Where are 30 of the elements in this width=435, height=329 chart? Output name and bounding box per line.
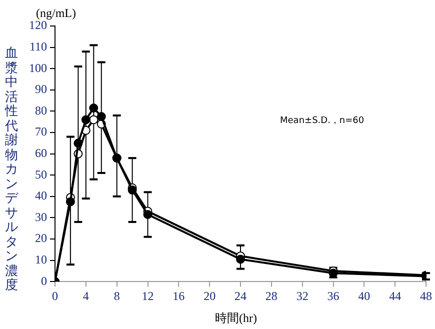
y-tick-label: 90 — [35, 82, 47, 96]
x-tick-label: 32 — [296, 288, 308, 303]
x-tick-label: 16 — [172, 288, 185, 303]
x-tick-label: 24 — [234, 288, 246, 303]
y-tick-label: 80 — [35, 103, 47, 118]
x-tick-label: 12 — [142, 288, 154, 303]
x-tick-label: 36 — [327, 288, 340, 303]
text: 血漿中活性代謝物カンデサルタン濃度 — [5, 45, 18, 292]
y-tick-label: 70 — [35, 124, 47, 139]
y-tick-label: 20 — [35, 231, 47, 246]
x-tick-label: 8 — [114, 288, 120, 303]
text: (ng/mL) — [36, 6, 76, 21]
y-tick-label: 30 — [35, 210, 47, 224]
y-tick-label: 110 — [29, 39, 47, 54]
y-tick-label: 100 — [29, 60, 47, 75]
x-tick-label: 28 — [265, 288, 278, 303]
x-tick-label: 48 — [420, 288, 432, 303]
annotation: Mean±S.D.，n=60 — [280, 115, 364, 127]
x-tick-label: 44 — [389, 288, 402, 303]
y-tick-label: 40 — [35, 188, 47, 203]
x-tick-label: 0 — [52, 288, 58, 303]
y-tick-label: 60 — [35, 146, 47, 160]
y-tick-label: 10 — [35, 252, 47, 266]
y-tick-label: 0 — [41, 274, 47, 288]
x-tick-label: 40 — [358, 288, 370, 303]
x-tick-label: 4 — [82, 288, 89, 303]
y-tick-label: 50 — [35, 167, 47, 182]
x-axis-title: 時間(hr) — [215, 310, 257, 327]
y-tick-label: 120 — [29, 18, 47, 32]
x-tick-label: 20 — [204, 288, 216, 303]
